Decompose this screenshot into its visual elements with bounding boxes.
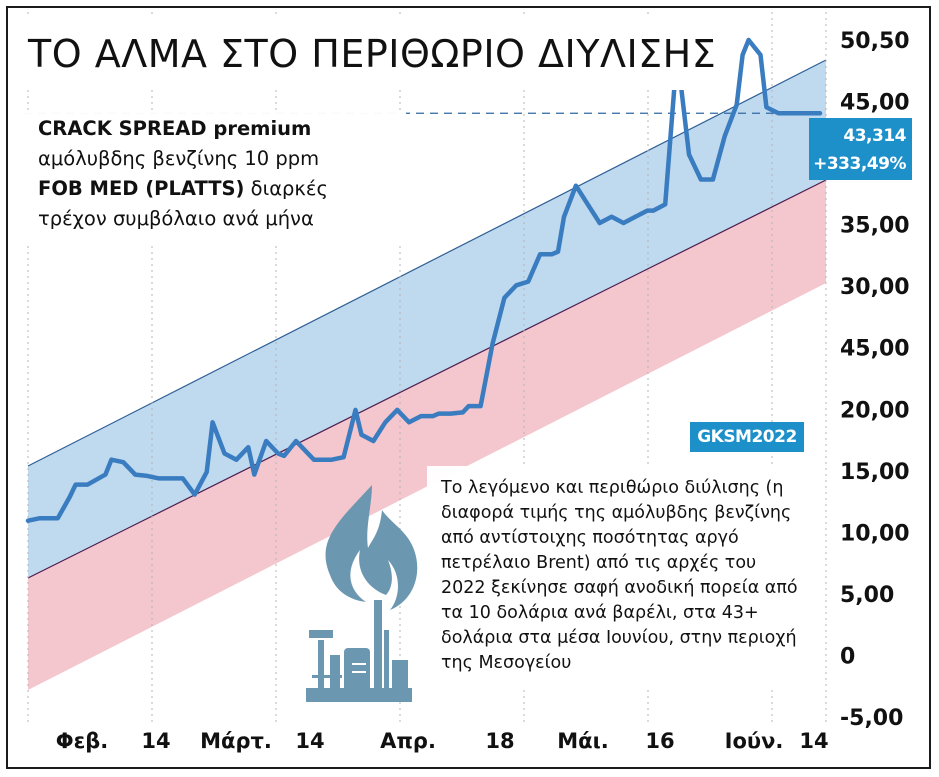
description-line-3-bold: FOB MED (PLATTS) xyxy=(38,177,245,200)
refinery-flame-icon xyxy=(306,485,418,702)
x-tick-label: Φεβ. xyxy=(56,729,109,753)
trend-bands xyxy=(27,59,827,690)
y-tick-label: 15,00 xyxy=(840,460,910,485)
mid-trend-line xyxy=(27,179,827,579)
last-value-callout: 43,314 +333,49% xyxy=(809,118,912,180)
chart-title: ΤΟ ΑΛΜΑ ΣΤΟ ΠΕΡΙΘΩΡΙΟ ΔΙΥΛΙΣΗΣ xyxy=(14,18,716,90)
y-tick-label: 45,00 xyxy=(840,337,910,362)
description-line-3-rest: διαρκές xyxy=(244,177,328,200)
y-axis-ticks: 50,5045,0040,0035,0030,0045,0020,0015,00… xyxy=(840,29,910,731)
y-tick-label: 50,50 xyxy=(840,29,910,54)
last-value: 43,314 xyxy=(843,126,906,146)
upper-band xyxy=(28,60,826,578)
x-tick-label: 14 xyxy=(799,729,828,753)
y-tick-label: 0 xyxy=(840,644,855,669)
x-tick-label: Ιούν. xyxy=(725,729,784,753)
lower-band xyxy=(28,180,826,690)
y-tick-label: 20,00 xyxy=(840,398,910,423)
y-tick-label: 5,00 xyxy=(840,583,894,608)
change-percent: +333,49% xyxy=(813,154,906,174)
x-tick-label: 14 xyxy=(141,729,170,753)
upper-trend-line xyxy=(27,59,827,467)
note-box: Το λεγόμενο και περιθώριο διύλισης (η δι… xyxy=(427,466,813,686)
refinery-icon xyxy=(306,600,412,702)
x-tick-label: Μάι. xyxy=(557,729,609,753)
x-tick-label: 18 xyxy=(485,729,514,753)
description-box: CRACK SPREAD premium αμόλυβδης βενζίνης … xyxy=(22,110,406,242)
description-line-1: CRACK SPREAD premium xyxy=(38,117,312,140)
y-tick-label: 30,00 xyxy=(840,275,910,300)
y-tick-label: -5,00 xyxy=(840,706,903,731)
description-line-4: τρέχον συμβόλαιο ανά μήνα xyxy=(38,207,314,230)
x-tick-label: 16 xyxy=(645,729,674,753)
x-tick-label: 14 xyxy=(295,729,324,753)
x-tick-label: Απρ. xyxy=(380,729,436,753)
y-tick-label: 10,00 xyxy=(840,521,910,546)
description-line-2: αμόλυβδης βενζίνης 10 ppm xyxy=(38,147,320,170)
x-axis-ticks: Φεβ. 14 Μάρτ. 14 Απρ. 18 Μάι. 16 Ιούν. 14 xyxy=(56,729,829,753)
x-tick-label: Μάρτ. xyxy=(200,729,272,753)
flame-icon xyxy=(325,485,418,610)
y-tick-label: 45,00 xyxy=(840,91,910,116)
series-spread xyxy=(25,37,823,523)
y-tick-label: 35,00 xyxy=(840,214,910,239)
source-badge: GKSM2022 xyxy=(690,422,804,452)
